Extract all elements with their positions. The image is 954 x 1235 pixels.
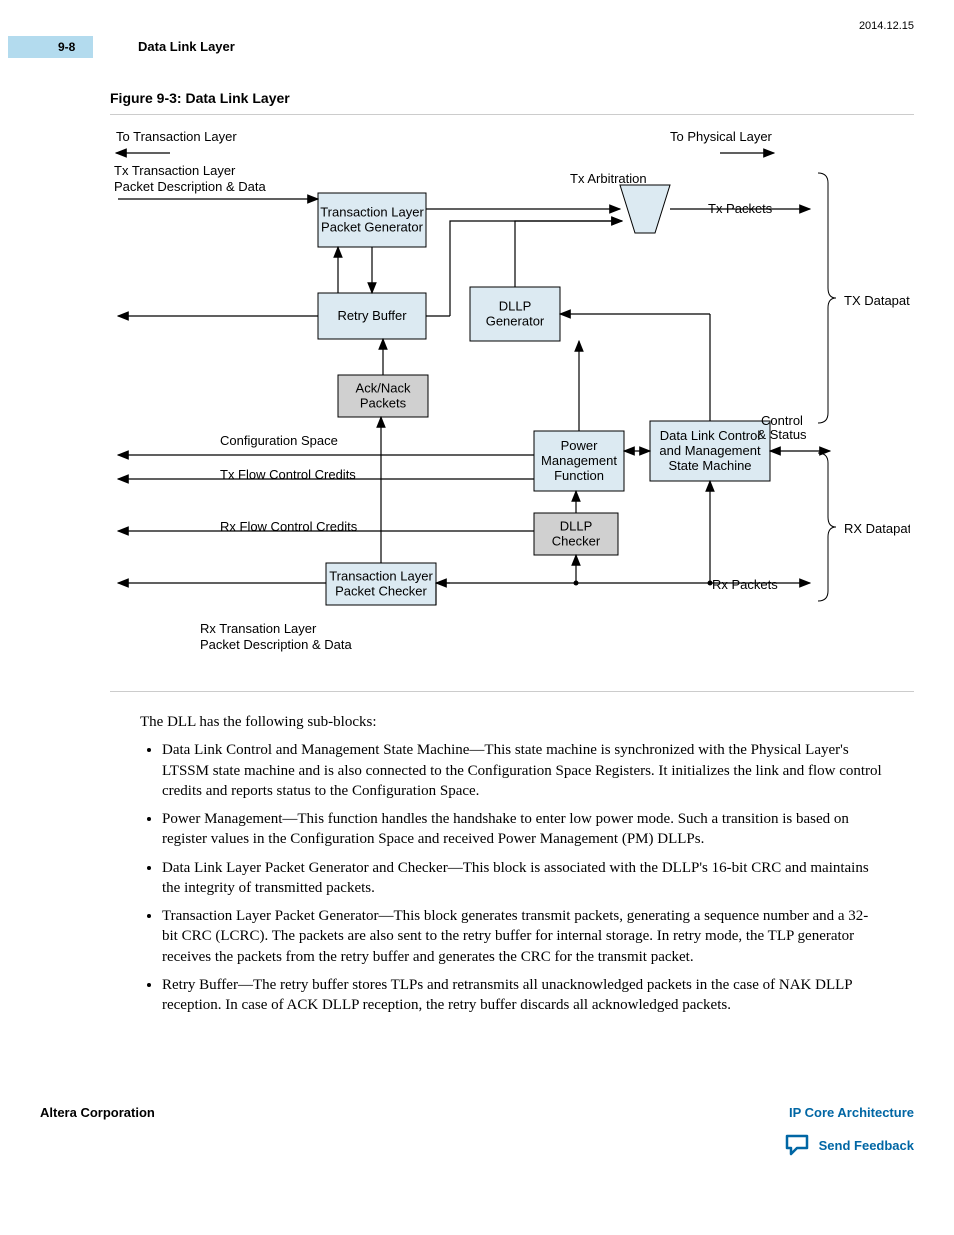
svg-text:Transaction Layer: Transaction Layer <box>320 205 424 220</box>
svg-text:TX Datapath: TX Datapath <box>844 293 910 308</box>
list-item: Retry Buffer—The retry buffer stores TLP… <box>162 975 884 1016</box>
svg-text:Configuration Space: Configuration Space <box>220 433 338 448</box>
svg-text:Generator: Generator <box>486 314 545 329</box>
section-title: Data Link Layer <box>138 39 235 54</box>
svg-text:Control: Control <box>761 413 803 428</box>
svg-text:& Status: & Status <box>757 427 807 442</box>
svg-text:Retry Buffer: Retry Buffer <box>337 308 407 323</box>
svg-text:To Transaction Layer: To Transaction Layer <box>116 129 237 144</box>
svg-text:Packet Description & Data: Packet Description & Data <box>200 637 353 652</box>
svg-text:Packet Generator: Packet Generator <box>321 220 424 235</box>
body-text: The DLL has the following sub-blocks: Da… <box>140 712 884 1015</box>
page-number-badge: 9-8 <box>8 36 93 58</box>
data-link-layer-diagram: To Transaction Layer To Physical Layer Tx … <box>110 123 910 683</box>
send-feedback-link[interactable]: Send Feedback <box>785 1134 914 1156</box>
list-item: Data Link Control and Management State M… <box>162 740 884 801</box>
svg-text:State Machine: State Machine <box>668 458 751 473</box>
svg-text:Rx Flow Control Credits: Rx Flow Control Credits <box>220 519 358 534</box>
svg-text:Packet Description & Data: Packet Description & Data <box>114 179 267 194</box>
svg-text:Packet Checker: Packet Checker <box>335 584 427 599</box>
svg-text:Power: Power <box>561 438 599 453</box>
list-item: Data Link Layer Packet Generator and Che… <box>162 858 884 899</box>
svg-text:Data Link Control: Data Link Control <box>660 428 761 443</box>
figure-title: Figure 9-3: Data Link Layer <box>110 90 914 106</box>
svg-text:Ack/Nack: Ack/Nack <box>356 381 411 396</box>
svg-text:DLLP: DLLP <box>560 519 593 534</box>
list-item: Transaction Layer Packet Generator—This … <box>162 906 884 967</box>
feedback-label: Send Feedback <box>819 1138 914 1153</box>
page-footer: Altera Corporation IP Core Architecture … <box>40 1095 914 1175</box>
footer-link-architecture[interactable]: IP Core Architecture <box>785 1105 914 1120</box>
footer-company: Altera Corporation <box>40 1105 155 1120</box>
svg-text:Packets: Packets <box>360 396 407 411</box>
feedback-icon <box>785 1134 811 1156</box>
svg-text:Rx Packets: Rx Packets <box>712 577 778 592</box>
figure-separator <box>110 114 914 115</box>
svg-text:Tx Arbitration: Tx Arbitration <box>570 171 647 186</box>
svg-text:Rx Transation Layer: Rx Transation Layer <box>200 621 317 636</box>
svg-text:RX Datapath: RX Datapath <box>844 521 910 536</box>
svg-text:and Management: and Management <box>659 443 761 458</box>
intro-paragraph: The DLL has the following sub-blocks: <box>140 712 884 732</box>
figure-end-separator <box>110 691 914 692</box>
svg-text:Management: Management <box>541 453 617 468</box>
svg-text:Tx Flow Control Credits: Tx Flow Control Credits <box>220 467 356 482</box>
svg-text:Transaction Layer: Transaction Layer <box>329 569 433 584</box>
svg-text:Function: Function <box>554 468 604 483</box>
page-date: 2014.12.15 <box>859 20 914 32</box>
svg-text:DLLP: DLLP <box>499 299 532 314</box>
svg-text:Checker: Checker <box>552 534 601 549</box>
svg-text:To Physical Layer: To Physical Layer <box>670 129 773 144</box>
svg-text:Tx Transaction Layer: Tx Transaction Layer <box>114 163 236 178</box>
subblock-list: Data Link Control and Management State M… <box>140 740 884 1015</box>
page-header: 9-8 Data Link Layer 2014.12.15 <box>40 30 914 70</box>
list-item: Power Management—This function handles t… <box>162 809 884 850</box>
